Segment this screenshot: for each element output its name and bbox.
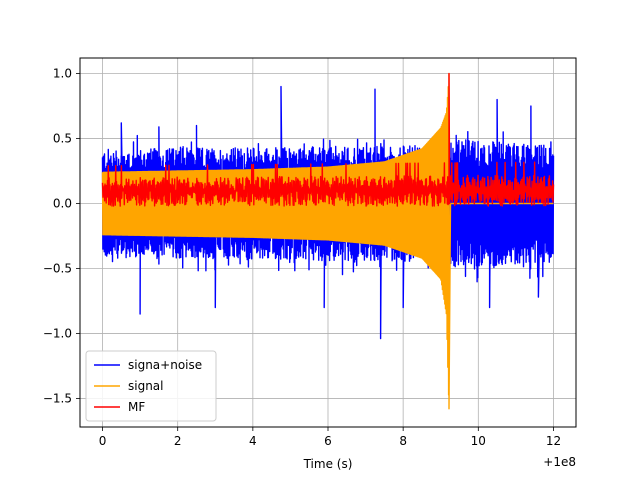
x-tick-label: 6 xyxy=(324,434,332,448)
x-tick-label: 0 xyxy=(99,434,107,448)
data-layer xyxy=(101,72,555,410)
series-line-2 xyxy=(101,72,555,207)
y-tick-label: −0.5 xyxy=(43,261,72,275)
y-tick-label: 0.5 xyxy=(53,132,72,146)
legend: signa+noise signal MF xyxy=(85,350,217,422)
legend-label: MF xyxy=(128,400,145,414)
legend-label: signal xyxy=(128,379,164,393)
legend-box xyxy=(85,350,217,422)
y-tick-label: 1.0 xyxy=(53,67,72,81)
y-tick-label: 0.0 xyxy=(53,197,72,211)
y-tick-label: −1.0 xyxy=(43,326,72,340)
x-tick-label: 4 xyxy=(249,434,257,448)
x-offset-label: +1e8 xyxy=(543,455,576,469)
x-tick-label: 2 xyxy=(174,434,182,448)
y-tick-label: −1.5 xyxy=(43,391,72,405)
axes: 0 2 4 6 8 10 12 1.0 0.5 0.0 −0.5 −1.0 −1.5 xyxy=(43,67,561,448)
x-tick-label: 8 xyxy=(399,434,407,448)
x-tick-label: 10 xyxy=(471,434,486,448)
x-tick-label: 12 xyxy=(546,434,561,448)
legend-label: signa+noise xyxy=(128,358,202,372)
x-axis-label: Time (s) xyxy=(303,457,353,471)
